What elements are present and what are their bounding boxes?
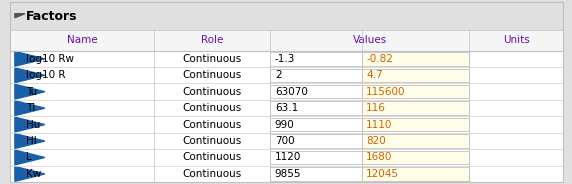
Bar (270, 68, 362, 82)
Text: Hl: Hl (26, 136, 37, 146)
Bar (10, 133, 563, 149)
Text: Kw: Kw (26, 169, 42, 179)
Text: 1110: 1110 (366, 120, 392, 130)
Bar (362, 151, 470, 164)
Text: Factors: Factors (26, 10, 78, 23)
Bar (10, 51, 563, 67)
Bar (10, 116, 563, 133)
Text: 1680: 1680 (366, 153, 392, 162)
Text: Hu: Hu (26, 120, 41, 130)
Polygon shape (15, 51, 45, 66)
Text: 63.1: 63.1 (275, 103, 298, 113)
Text: Values: Values (353, 36, 387, 45)
Bar (10, 100, 563, 116)
Bar (270, 151, 362, 164)
Bar (270, 52, 362, 66)
Text: Continuous: Continuous (182, 169, 242, 179)
Text: -1.3: -1.3 (275, 54, 295, 64)
Bar (270, 101, 362, 115)
Text: Tl: Tl (26, 103, 35, 113)
Bar (362, 85, 470, 98)
Polygon shape (15, 68, 45, 83)
Polygon shape (15, 84, 45, 99)
Text: Continuous: Continuous (182, 103, 242, 113)
Bar (270, 118, 362, 131)
Bar (10, 2, 563, 30)
Text: Continuous: Continuous (182, 136, 242, 146)
Bar (270, 85, 362, 98)
Text: Continuous: Continuous (182, 120, 242, 130)
Bar (10, 67, 563, 84)
Bar (270, 167, 362, 181)
Text: Continuous: Continuous (182, 87, 242, 97)
Polygon shape (15, 134, 45, 148)
Text: 990: 990 (275, 120, 295, 130)
Text: 700: 700 (275, 136, 295, 146)
Text: Continuous: Continuous (182, 70, 242, 80)
Bar (362, 52, 470, 66)
Text: 63070: 63070 (275, 87, 308, 97)
Bar (10, 84, 563, 100)
Text: 12045: 12045 (366, 169, 399, 179)
Bar (10, 149, 563, 166)
Text: Units: Units (503, 36, 530, 45)
Text: 4.7: 4.7 (366, 70, 383, 80)
Bar (362, 101, 470, 115)
Bar (362, 68, 470, 82)
Bar (362, 134, 470, 148)
Text: 116: 116 (366, 103, 386, 113)
Polygon shape (15, 117, 45, 132)
Text: Continuous: Continuous (182, 153, 242, 162)
Text: 2: 2 (275, 70, 281, 80)
Text: Continuous: Continuous (182, 54, 242, 64)
Text: Name: Name (67, 36, 97, 45)
Bar (362, 167, 470, 181)
Text: log10 R: log10 R (26, 70, 66, 80)
Polygon shape (15, 14, 25, 18)
Polygon shape (15, 167, 45, 181)
Polygon shape (15, 150, 45, 165)
Text: L: L (26, 153, 32, 162)
Text: 9855: 9855 (275, 169, 301, 179)
Bar (10, 166, 563, 182)
Text: -0.82: -0.82 (366, 54, 393, 64)
Text: 1120: 1120 (275, 153, 301, 162)
Text: 115600: 115600 (366, 87, 406, 97)
Text: 820: 820 (366, 136, 386, 146)
Bar (362, 118, 470, 131)
Polygon shape (15, 101, 45, 116)
Text: Tu: Tu (26, 87, 38, 97)
Text: Role: Role (201, 36, 224, 45)
Text: log10 Rw: log10 Rw (26, 54, 74, 64)
Bar (10, 30, 563, 51)
Bar (270, 134, 362, 148)
